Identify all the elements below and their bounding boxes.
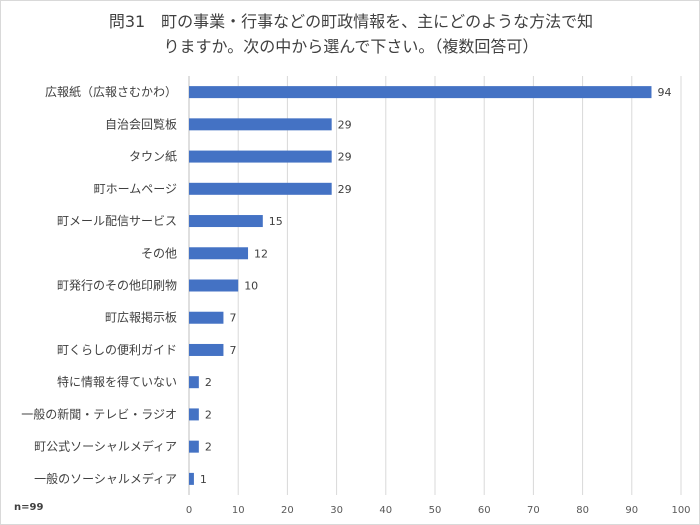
category-labels: 広報紙（広報さむかわ） 自治会回覧板タウン紙町ホームページ町メール配信サービスその… (21, 84, 177, 486)
data-label: 29 (338, 118, 352, 131)
x-tick-label: 20 (281, 505, 294, 516)
x-tick-label: 100 (671, 505, 690, 516)
category-label: 自治会回覧板 (105, 117, 177, 131)
bar (189, 247, 249, 260)
sample-size-note: n=99 (14, 502, 43, 513)
chart-title-line-2: りますか。次の中から選んで下さい。（複数回答可） (163, 37, 539, 56)
data-label: 29 (338, 183, 352, 196)
category-label: タウン紙 (129, 149, 177, 164)
data-label: 7 (229, 312, 236, 325)
x-tick-label: 50 (429, 505, 442, 516)
bar (189, 472, 194, 485)
data-label: 94 (657, 86, 671, 99)
data-label: 1 (200, 473, 207, 486)
bar (189, 376, 199, 389)
x-tick-label: 40 (379, 505, 392, 516)
bar (189, 150, 332, 163)
x-tick-label: 70 (527, 505, 540, 516)
data-label: 10 (244, 280, 258, 293)
bar (189, 118, 332, 131)
bar (189, 311, 224, 324)
chart-title-line-1: 問31 町の事業・行事などの町政情報を、主にどのような方法で知 (108, 12, 594, 31)
bar (189, 440, 199, 453)
x-tick-label: 60 (478, 505, 491, 516)
category-label: 町広報掲示板 (105, 310, 177, 325)
data-label: 15 (269, 215, 283, 228)
data-label: 2 (205, 441, 212, 454)
bar (189, 408, 199, 421)
category-label: 広報紙（広報さむかわ） (45, 84, 177, 99)
data-label: 2 (205, 408, 212, 421)
category-label: 一般のソーシャルメディア (34, 471, 177, 486)
category-label: 町メール配信サービス (57, 214, 177, 228)
category-label: 特に情報を得ていない (57, 374, 177, 389)
category-label: 町公式ソーシャルメディア (34, 439, 177, 454)
chart-title: 問31 町の事業・行事などの町政情報を、主にどのような方法で知 りますか。次の中… (1, 9, 700, 59)
x-tick-label: 10 (232, 505, 245, 516)
grid-lines (188, 76, 682, 495)
bar (189, 182, 332, 195)
data-label: 12 (254, 247, 268, 260)
category-label: 町ホームページ (94, 182, 177, 196)
x-tick-label: 80 (576, 505, 589, 516)
bars (189, 86, 652, 485)
data-label: 2 (205, 376, 212, 389)
category-label: 一般の新聞・テレビ・ラジオ (21, 406, 177, 421)
bar (189, 215, 263, 228)
category-label: その他 (141, 246, 177, 260)
category-label: 町くらしの便利ガイド (57, 343, 177, 357)
data-labels: 94 29 29 29 15 12 10 7 7 2 2 2 1 (200, 86, 672, 486)
x-axis-ticks: 0 10 20 30 40 50 60 70 80 90 100 (186, 505, 691, 516)
data-label: 7 (229, 344, 236, 357)
data-label: 29 (338, 151, 352, 164)
bar (189, 86, 652, 99)
bar (189, 279, 239, 292)
x-tick-label: 0 (186, 505, 192, 516)
category-label: 町発行のその他印刷物 (57, 279, 177, 293)
x-tick-label: 30 (330, 505, 343, 516)
x-tick-label: 90 (625, 505, 638, 516)
bar (189, 343, 224, 356)
